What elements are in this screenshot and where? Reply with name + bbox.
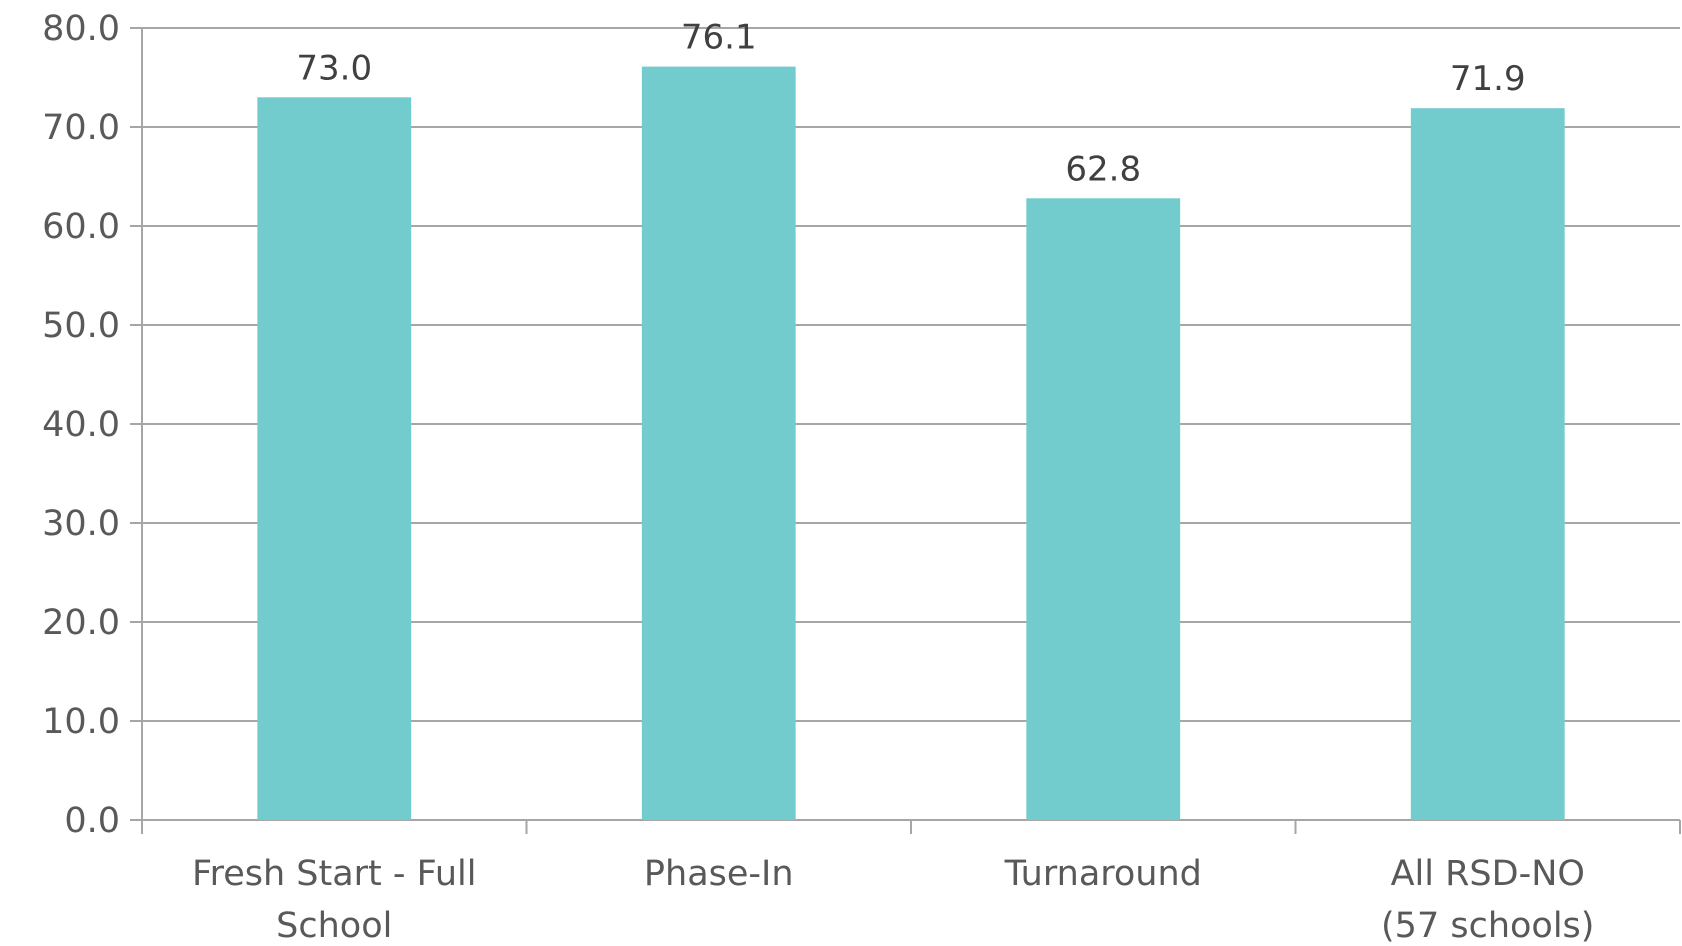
- data-label: 76.1: [681, 18, 757, 58]
- y-tick-label: 30.0: [42, 504, 120, 544]
- bar: [257, 97, 412, 821]
- y-tick-label: 20.0: [42, 603, 120, 643]
- bar: [641, 66, 796, 821]
- y-tick-label: 70.0: [42, 108, 120, 148]
- bar: [1026, 198, 1181, 820]
- category-label: School: [276, 906, 392, 946]
- category-label: Phase-In: [644, 854, 794, 894]
- bar: [1410, 108, 1565, 820]
- y-tick-label: 10.0: [42, 702, 120, 742]
- category-label: All RSD-NO: [1391, 854, 1585, 894]
- bars: [257, 66, 1565, 821]
- y-tick-label: 80.0: [42, 9, 120, 49]
- data-label: 71.9: [1450, 59, 1526, 99]
- category-labels: Fresh Start - Full School Phase-In Turnarou…: [192, 854, 1594, 946]
- data-label: 73.0: [296, 48, 372, 88]
- data-label: 62.8: [1065, 149, 1141, 189]
- y-tick-label: 60.0: [42, 207, 120, 247]
- category-label: Turnaround: [1004, 854, 1202, 894]
- y-tick-label: 50.0: [42, 306, 120, 346]
- y-tick-labels: 0.0 10.0 20.0 30.0 40.0 50.0 60.0 70.0 80.0: [42, 9, 120, 841]
- data-labels: 73.0 76.1 62.8 71.9: [296, 18, 1525, 190]
- category-label: (57 schools): [1381, 906, 1594, 946]
- y-tick-label: 0.0: [64, 801, 120, 841]
- category-label: Fresh Start - Full: [192, 854, 477, 894]
- y-tick-label: 40.0: [42, 405, 120, 445]
